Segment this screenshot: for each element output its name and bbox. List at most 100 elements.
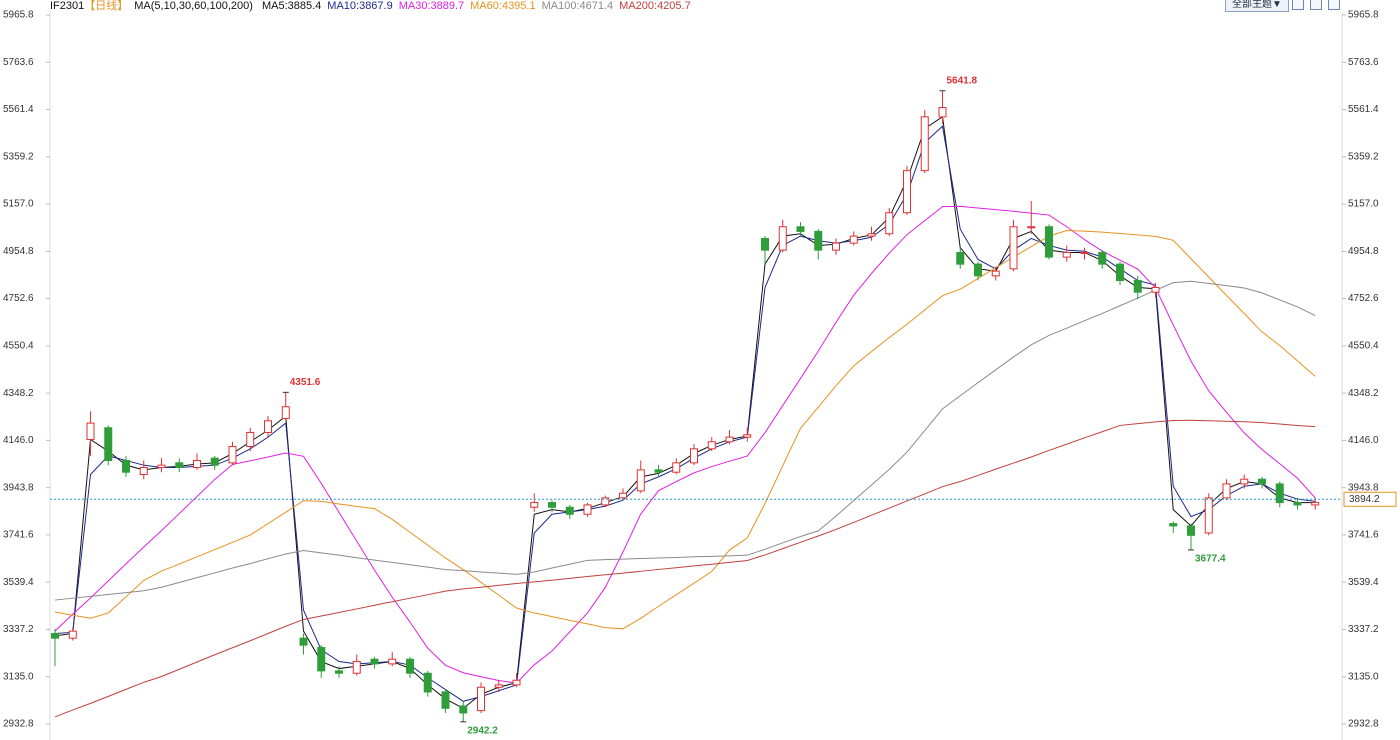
- last-price-label: 3894.2: [1349, 494, 1380, 505]
- extreme-label: 3677.4: [1195, 554, 1226, 565]
- candle-body: [636, 469, 645, 492]
- candle-body: [707, 441, 716, 450]
- y-tick-label-right: 3943.8: [1348, 482, 1379, 493]
- candle-body: [459, 705, 468, 714]
- ma-line: [54, 205, 1316, 684]
- candle-body: [281, 406, 290, 419]
- legend-entry: MA10:3867.9: [327, 0, 393, 12]
- candle-body: [672, 462, 681, 473]
- candle-body: [832, 242, 840, 251]
- candle-body: [441, 691, 450, 709]
- theme-button[interactable]: 全部主题▼: [1225, 0, 1289, 12]
- candle-body: [1009, 226, 1018, 270]
- layout-icon[interactable]: [1310, 0, 1322, 10]
- candle-body: [299, 637, 308, 646]
- candle-body: [956, 251, 965, 265]
- period: 【日线】: [84, 0, 129, 12]
- y-tick-label: 3741.6: [3, 530, 34, 541]
- candle-body: [1169, 523, 1178, 527]
- candle-body: [548, 502, 556, 508]
- y-tick-label-right: 3741.6: [1348, 530, 1379, 541]
- y-tick-label-right: 4954.8: [1348, 246, 1379, 257]
- candle-body: [725, 436, 734, 443]
- candle-body: [867, 233, 876, 237]
- y-tick-label: 4348.2: [3, 388, 34, 399]
- candle-body: [477, 686, 485, 712]
- y-tick-label-right: 4752.6: [1348, 293, 1379, 304]
- y-tick-label: 5561.4: [3, 104, 34, 115]
- y-tick-label: 3539.4: [3, 577, 34, 588]
- candle-body: [1222, 483, 1231, 499]
- candle-body: [1098, 251, 1107, 265]
- legend-entry: MA5:3885.4: [261, 0, 322, 12]
- candle-body: [210, 457, 219, 466]
- candle-body: [246, 431, 255, 447]
- y-tick-label: 4146.0: [3, 435, 34, 446]
- candle-body: [814, 230, 823, 251]
- y-tick-label: 5359.2: [3, 151, 34, 162]
- candle-body: [743, 434, 752, 438]
- candle-body: [565, 506, 574, 515]
- candle-body: [778, 226, 787, 251]
- candle-body: [1045, 226, 1053, 258]
- candle-body: [51, 632, 59, 639]
- candle-body: [335, 670, 343, 674]
- candle-body: [122, 460, 130, 473]
- candle-body: [619, 492, 627, 499]
- y-tick-label-right: 5157.0: [1348, 199, 1379, 210]
- extreme-label: 2942.2: [467, 725, 498, 736]
- legend-entry: MA60:4395.1: [470, 0, 536, 12]
- candle-body: [68, 630, 77, 639]
- candle-body: [530, 502, 539, 508]
- y-tick-label-right: 4146.0: [1348, 435, 1379, 446]
- y-tick-label: 4550.4: [3, 341, 34, 352]
- y-tick-label: 5965.8: [3, 10, 34, 21]
- candle-body: [423, 672, 432, 693]
- candle-body: [1204, 497, 1213, 534]
- ma-line: [54, 229, 1316, 630]
- layout-icon[interactable]: [1292, 0, 1304, 10]
- candle-body: [991, 270, 1000, 277]
- candle-body: [352, 661, 361, 674]
- candle-body: [1133, 280, 1142, 293]
- candle-body: [1187, 525, 1195, 536]
- ma-line: [54, 280, 1316, 601]
- candle-body: [1240, 478, 1249, 485]
- candle-body: [157, 464, 166, 469]
- candle-body: [1258, 478, 1266, 485]
- y-tick-label: 5763.6: [3, 57, 34, 68]
- candle-body: [86, 422, 95, 440]
- candle-body: [175, 462, 184, 469]
- candle-body: [1275, 483, 1284, 504]
- symbol: IF2301: [50, 0, 85, 12]
- candle-body: [920, 116, 929, 172]
- ma-line: [54, 116, 1316, 709]
- y-tick-label: 3943.8: [3, 482, 34, 493]
- candle-body: [388, 658, 397, 665]
- y-tick-label: 3135.0: [3, 671, 34, 682]
- y-tick-label-right: 2932.8: [1348, 719, 1379, 730]
- candle-body: [228, 445, 237, 464]
- y-tick-label: 5157.0: [3, 199, 34, 210]
- candle-body: [264, 420, 272, 433]
- candle-body: [494, 684, 503, 688]
- candle-body: [1062, 251, 1071, 258]
- candle-body: [1151, 287, 1160, 293]
- indicator: MA(5,10,30,60,100,200): [134, 0, 253, 12]
- ma-line: [54, 419, 1316, 718]
- y-tick-label: 4752.6: [3, 293, 34, 304]
- layout-icon[interactable]: [1328, 0, 1340, 10]
- candle-body: [938, 107, 947, 118]
- y-tick-label: 4954.8: [3, 246, 34, 257]
- candle-body: [512, 679, 521, 686]
- y-tick-label-right: 3337.2: [1348, 624, 1379, 635]
- y-tick-label-right: 5965.8: [1348, 10, 1379, 21]
- y-tick-label-right: 5359.2: [1348, 151, 1379, 162]
- legend-entry: MA200:4205.7: [619, 0, 691, 12]
- y-tick-label-right: 3135.0: [1348, 671, 1379, 682]
- candle-body: [583, 504, 592, 515]
- candle-body: [601, 497, 610, 506]
- candle-body: [317, 647, 326, 672]
- y-tick-label-right: 5561.4: [1348, 104, 1379, 115]
